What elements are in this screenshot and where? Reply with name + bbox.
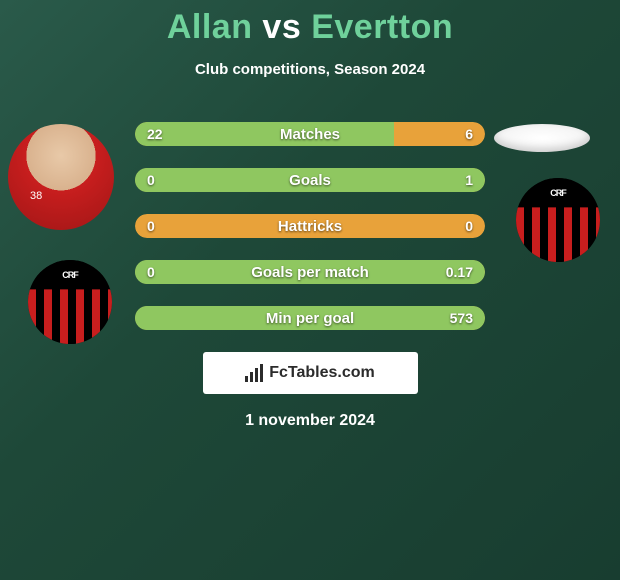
logo-text: FcTables.com <box>269 364 375 382</box>
stat-row: 0 Goals per match 0.17 <box>135 260 485 284</box>
stat-label: Hattricks <box>278 218 342 235</box>
fctables-logo: FcTables.com <box>203 352 418 394</box>
stat-value-right: 1 <box>465 172 473 188</box>
stat-label: Min per goal <box>266 310 354 327</box>
stat-value-right: 6 <box>465 126 473 142</box>
stat-label: Matches <box>280 126 340 143</box>
player2-avatar <box>494 124 590 152</box>
player1-shirt-number: 38 <box>30 190 42 202</box>
player2-club-crest: CRF <box>516 178 600 262</box>
stat-value-left: 0 <box>147 172 155 188</box>
stat-label: Goals per match <box>251 264 369 281</box>
infographic-date: 1 november 2024 <box>0 412 620 430</box>
stat-row: 22 Matches 6 <box>135 122 485 146</box>
crest-monogram: CRF <box>28 260 112 290</box>
stat-row: 0 Goals 1 <box>135 168 485 192</box>
stat-value-left: 0 <box>147 218 155 234</box>
player1-avatar <box>8 124 114 230</box>
stat-bar-left-fill <box>135 122 394 146</box>
subtitle: Club competitions, Season 2024 <box>0 61 620 78</box>
stat-value-right: 0 <box>465 218 473 234</box>
stat-value-right: 0.17 <box>446 264 473 280</box>
bar-chart-icon <box>245 364 263 382</box>
stats-container: 22 Matches 6 0 Goals 1 0 Hattricks 0 0 Goals per m… <box>135 122 485 330</box>
stat-value-left: 0 <box>147 264 155 280</box>
stat-row: 0 Hattricks 0 <box>135 214 485 238</box>
stat-value-left: 22 <box>147 126 163 142</box>
title-player2: Evertton <box>311 8 453 46</box>
page-title: Allan vs Evertton <box>0 0 620 47</box>
stat-row: Min per goal 573 <box>135 306 485 330</box>
player1-club-crest: CRF <box>28 260 112 344</box>
title-player1: Allan <box>167 8 253 46</box>
title-vs: vs <box>252 8 311 46</box>
stat-value-right: 573 <box>450 310 473 326</box>
crest-monogram: CRF <box>516 178 600 208</box>
stat-label: Goals <box>289 172 331 189</box>
